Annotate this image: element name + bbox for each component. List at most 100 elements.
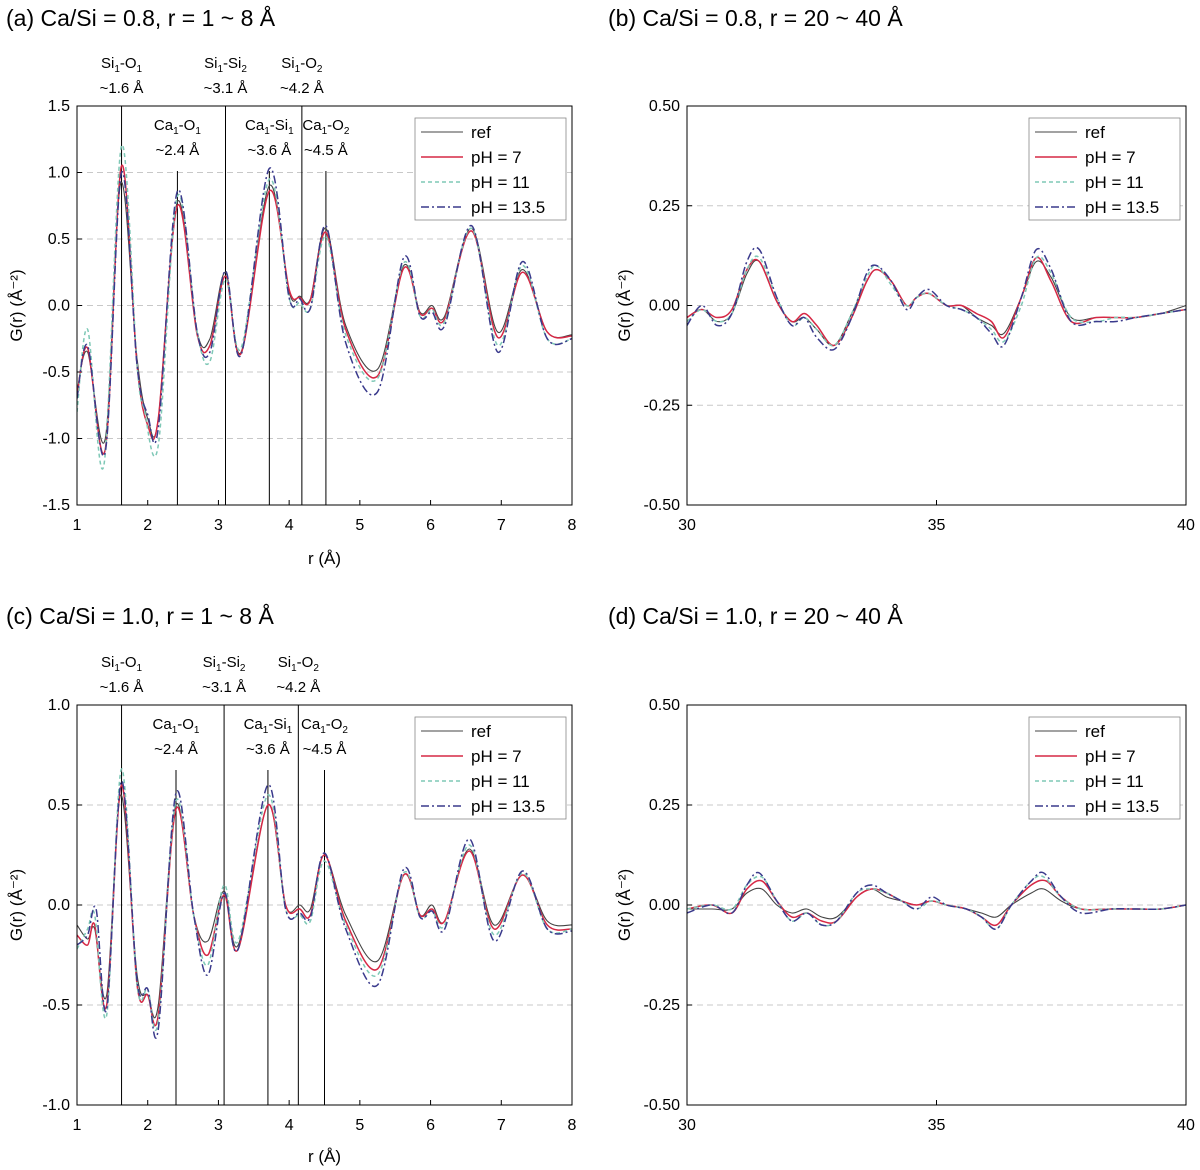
peak-label: Ca1-O2 xyxy=(301,716,348,736)
y-tick-label: -0.50 xyxy=(644,1097,681,1114)
x-tick-label: 6 xyxy=(426,1117,435,1134)
y-tick-label: -0.25 xyxy=(644,397,681,414)
peak-distance: ~4.2 Å xyxy=(280,80,324,97)
peak-label-subscript: 2 xyxy=(313,663,319,674)
peak-label-part: -O xyxy=(120,654,137,671)
peak-label-subscript: 1 xyxy=(217,64,223,75)
peak-label-subscript: 1 xyxy=(137,64,143,75)
peak-distance: ~3.6 Å xyxy=(247,142,291,159)
legend-box xyxy=(1028,117,1181,221)
peak-distance: ~3.1 Å xyxy=(202,679,246,696)
legend-label: pH = 11 xyxy=(1085,772,1144,791)
legend-box xyxy=(1028,716,1181,820)
peak-distance: ~1.6 Å xyxy=(100,679,144,696)
legend-label: pH = 11 xyxy=(1085,173,1144,192)
x-axis-label: r (Å) xyxy=(308,549,341,568)
peak-label: Si1-O2 xyxy=(278,654,320,674)
peak-label-part: -Si xyxy=(222,654,240,671)
peak-distance: ~2.4 Å xyxy=(156,142,200,159)
legend-label: pH = 11 xyxy=(471,173,530,192)
series-line xyxy=(687,256,1186,347)
peak-label-subscript: 1 xyxy=(264,126,270,137)
legend: ref pH = 7 pH = 11 pH = 13.5 xyxy=(1028,716,1181,820)
peak-label: Ca1-O1 xyxy=(154,117,201,137)
y-tick-label: 0.00 xyxy=(649,897,680,914)
x-tick-label: 35 xyxy=(928,1117,946,1134)
peak-label-subscript: 2 xyxy=(344,126,350,137)
x-tick-label: 6 xyxy=(426,517,435,534)
y-tick-label: -1.0 xyxy=(42,431,70,448)
legend-label: ref xyxy=(471,722,491,741)
peak-label-subscript: 1 xyxy=(216,663,222,674)
peak-label-subscript: 2 xyxy=(317,64,323,75)
peak-label-subscript: 2 xyxy=(342,725,348,736)
x-tick-label: 1 xyxy=(73,1117,82,1134)
x-tick-label: 5 xyxy=(355,1117,364,1134)
peak-label-part: -O xyxy=(177,716,194,733)
peak-label: Si1-O1 xyxy=(101,55,143,75)
peak-label: Ca1-O1 xyxy=(153,716,200,736)
peak-label-subscript: 1 xyxy=(291,663,297,674)
x-tick-label: 40 xyxy=(1177,1117,1195,1134)
y-axis-label: G(r) (Å⁻²) xyxy=(615,869,634,941)
peak-label-subscript: 1 xyxy=(172,725,178,736)
y-tick-label: 1.0 xyxy=(48,697,70,714)
peak-label-subscript: 1 xyxy=(287,725,293,736)
legend: ref pH = 7 pH = 11 pH = 13.5 xyxy=(414,716,567,820)
peak-label-subscript: 2 xyxy=(241,64,247,75)
legend-label: pH = 7 xyxy=(1085,148,1136,167)
peak-label-part: -O xyxy=(300,55,317,72)
peak-label-subscript: 1 xyxy=(295,64,301,75)
peak-label-subscript: 1 xyxy=(137,663,143,674)
peak-label: Ca1-Si1 xyxy=(245,117,294,137)
x-tick-label: 8 xyxy=(568,517,577,534)
legend-label: ref xyxy=(1085,123,1105,142)
peak-label: Ca1-Si1 xyxy=(244,716,293,736)
peak-label-subscript: 1 xyxy=(173,126,179,137)
y-tick-label: -0.50 xyxy=(644,497,681,514)
x-tick-label: 8 xyxy=(568,1117,577,1134)
peak-label-part: Ca xyxy=(244,716,264,733)
x-tick-label: 2 xyxy=(143,1117,152,1134)
y-tick-label: 0.0 xyxy=(48,298,70,315)
y-tick-label: 0.00 xyxy=(649,298,680,315)
y-tick-label: -1.0 xyxy=(42,1097,70,1114)
peak-label-part: Ca xyxy=(153,716,173,733)
legend-box xyxy=(414,716,567,820)
peak-distance: ~3.1 Å xyxy=(204,80,248,97)
legend-label: pH = 7 xyxy=(1085,747,1136,766)
peak-label-part: Si xyxy=(101,654,114,671)
series-group xyxy=(77,144,572,470)
y-tick-label: 0.5 xyxy=(48,797,70,814)
legend: ref pH = 7 pH = 11 pH = 13.5 xyxy=(1028,117,1181,221)
legend-label: pH = 13.5 xyxy=(471,198,545,217)
plot-frame xyxy=(76,105,573,506)
peak-label-subscript: 1 xyxy=(114,64,120,75)
peak-distance: ~4.5 Å xyxy=(303,741,347,758)
y-tick-label: 1.5 xyxy=(48,98,70,115)
peak-label: Si1-Si2 xyxy=(203,654,246,674)
series-group xyxy=(77,768,572,1039)
series-line xyxy=(77,144,572,470)
y-tick-label: 0.0 xyxy=(48,897,70,914)
series-group xyxy=(687,871,1186,930)
legend-label: ref xyxy=(1085,722,1105,741)
peak-label-part: Si xyxy=(203,654,216,671)
peak-label-part: -O xyxy=(179,117,196,134)
peak-label-part: -Si xyxy=(270,117,288,134)
peak-distance: ~1.6 Å xyxy=(100,80,144,97)
peak-label-part: -Si xyxy=(223,55,241,72)
y-tick-label: 0.50 xyxy=(649,98,680,115)
series-line xyxy=(77,780,572,1039)
legend-label: pH = 11 xyxy=(471,772,530,791)
peak-label: Si1-O1 xyxy=(101,654,143,674)
y-tick-label: 0.5 xyxy=(48,231,70,248)
y-tick-label: 1.0 xyxy=(48,165,70,182)
peak-label-subscript: 2 xyxy=(240,663,246,674)
peak-label-part: -O xyxy=(326,716,343,733)
legend: ref pH = 7 pH = 11 pH = 13.5 xyxy=(414,117,567,221)
y-axis-label: G(r) (Å⁻²) xyxy=(7,869,26,941)
x-tick-label: 3 xyxy=(214,1117,223,1134)
panel-b: (b) Ca/Si = 0.8, r = 20 ~ 40 Å 0.50 0.25 0.… xyxy=(608,4,1195,534)
series-group xyxy=(687,246,1186,351)
